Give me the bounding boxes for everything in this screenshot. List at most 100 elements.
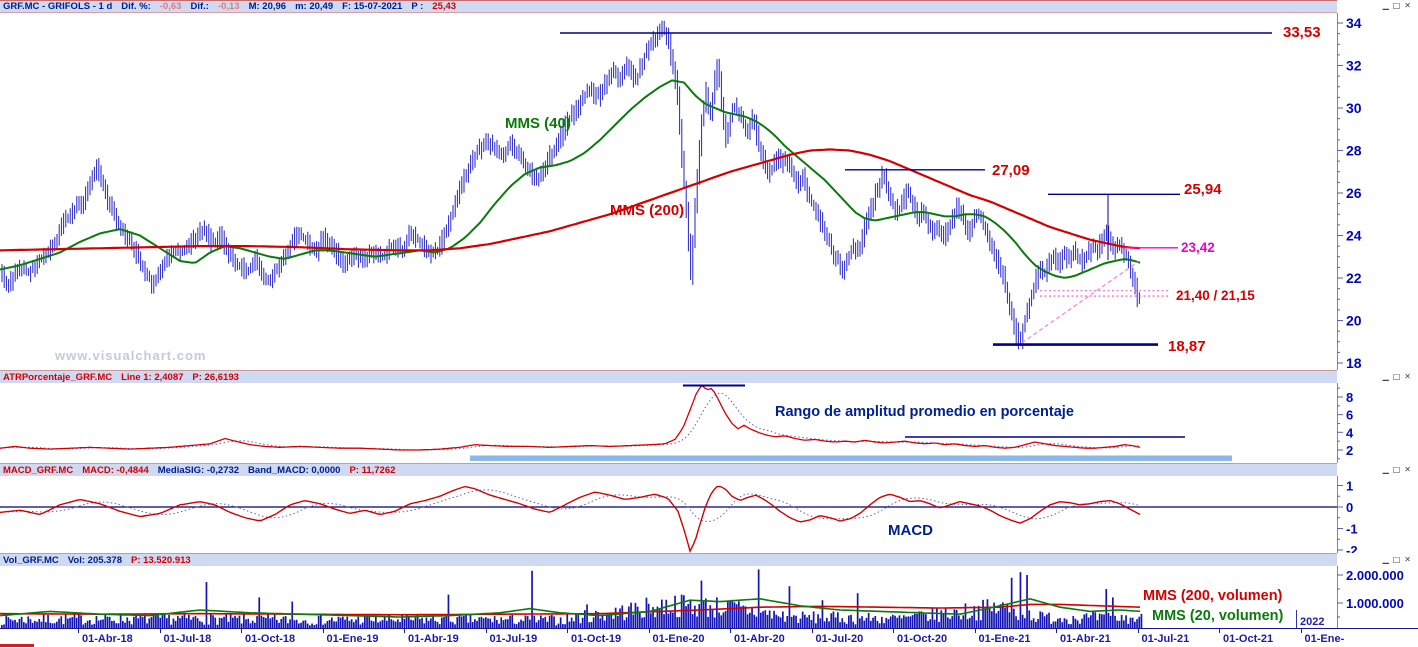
window-controls: ▁ □ ✕ [1383, 373, 1411, 381]
atr-annotation: Rango de amplitud promedio en porcentaje [775, 404, 1074, 420]
svg-text:32: 32 [1346, 58, 1362, 74]
date-tick [78, 629, 79, 633]
date-label: 01-Jul-19 [489, 633, 538, 645]
date-label: 01-Jul-21 [1141, 633, 1190, 645]
header-field: Vol: 205.378 [67, 554, 122, 566]
close-icon[interactable]: ✕ [1404, 555, 1411, 564]
date-label: 01-Oct-19 [571, 633, 622, 645]
svg-text:2: 2 [1346, 443, 1353, 458]
maximize-icon[interactable]: □ [1392, 465, 1401, 474]
date-tick [485, 629, 487, 633]
date-label: 01-Jul-18 [163, 633, 212, 645]
date-tick [1056, 629, 1057, 633]
window-controls: ▁ □ ✕ [1383, 556, 1411, 564]
window-controls: ▁ □ ✕ [1383, 2, 1411, 10]
svg-text:30: 30 [1346, 100, 1362, 116]
volume-chart[interactable]: 2.000.000 1.000.000 [0, 566, 1418, 628]
svg-text:4: 4 [1346, 425, 1354, 440]
maximize-icon[interactable]: □ [1392, 555, 1401, 564]
price-level-label-3353: 33,53 [1283, 24, 1321, 41]
macd-annotation: MACD [888, 522, 933, 539]
svg-text:24: 24 [1346, 228, 1362, 244]
date-tick [1137, 629, 1139, 633]
date-tick [159, 629, 161, 633]
main-price-chart[interactable]: 18 20 22 24 26 28 30 32 34 [0, 13, 1418, 370]
close-icon[interactable]: ✕ [1404, 465, 1411, 474]
date-tick [811, 629, 813, 633]
header-field: GRF.MC - GRIFOLS - 1 d [3, 1, 113, 12]
date-tick [404, 629, 405, 633]
header-field: F: 15-07-2021 [342, 1, 403, 12]
volume-mms20-label: MMS (20, volumen) [1152, 608, 1284, 624]
price-level-label-2342: 23,42 [1181, 240, 1215, 255]
date-tick [730, 629, 731, 633]
minimize-icon[interactable]: ▁ [1382, 465, 1389, 474]
date-label: 01-Abr-20 [734, 633, 785, 645]
svg-text:-1: -1 [1346, 522, 1358, 537]
header-field: P: 13.520.913 [131, 554, 191, 566]
date-label: 01-Oct-18 [245, 633, 296, 645]
mms40-label: MMS (40) [505, 115, 571, 132]
date-tick [974, 629, 976, 633]
svg-text:6: 6 [1346, 408, 1353, 423]
minimize-icon[interactable]: ▁ [1382, 555, 1389, 564]
macd-chart[interactable]: -2 -1 0 1 [0, 476, 1418, 553]
date-tick [1300, 629, 1302, 633]
maximize-icon[interactable]: □ [1392, 1, 1401, 10]
svg-text:1: 1 [1346, 479, 1353, 494]
svg-text:-2: -2 [1346, 543, 1358, 553]
date-label: 01-Abr-19 [408, 633, 459, 645]
date-label: 01-Ene-21 [978, 633, 1031, 645]
date-label: 01-Ene-19 [326, 633, 379, 645]
year-2022-label: 2022 [1300, 616, 1325, 628]
volume-panel-header: Vol_GRF.MC Vol: 205.378 P: 13.520.913 [0, 553, 1337, 566]
header-field: m: 20,49 [295, 1, 334, 12]
date-axis: 01-Abr-18 01-Jul-18 01-Oct-18 01-Ene-19 01-A… [0, 628, 1418, 647]
svg-text:8: 8 [1346, 390, 1353, 405]
minimize-icon[interactable]: ▁ [1382, 372, 1389, 381]
header-field: MediaSIG: -0,2732 [157, 464, 240, 476]
date-tick [322, 629, 324, 633]
header-field: M: 20,96 [248, 1, 287, 12]
svg-text:18: 18 [1346, 355, 1362, 370]
date-label: 01-Jul-20 [815, 633, 864, 645]
header-field: P: 11,7262 [349, 464, 396, 476]
bottom-left-marker [0, 644, 34, 647]
date-label: 01-Oct-21 [1223, 633, 1274, 645]
header-field: MACD_GRF.MC [3, 464, 74, 476]
header-field: Band_MACD: 0,0000 [248, 464, 341, 476]
volume-mms200-label: MMS (200, volumen) [1143, 588, 1283, 604]
close-icon[interactable]: ✕ [1404, 1, 1411, 10]
date-tick [1219, 629, 1220, 633]
header-field: Dif. %: [121, 1, 151, 12]
date-tick [893, 629, 894, 633]
svg-text:20: 20 [1346, 313, 1362, 329]
atr-panel-header: ATRPorcentaje_GRF.MC Line 1: 2,4087 P: 26,… [0, 370, 1337, 383]
atr-chart[interactable]: 2 4 6 8 [0, 383, 1418, 463]
date-label: 01-Abr-18 [82, 633, 133, 645]
price-level-label-2140-2115: 21,40 / 21,15 [1176, 288, 1255, 303]
date-label: 01-Oct-20 [897, 633, 948, 645]
header-field: P: 26,6193 [192, 371, 239, 383]
svg-text:2.000.000: 2.000.000 [1346, 568, 1404, 583]
maximize-icon[interactable]: □ [1392, 372, 1401, 381]
svg-text:0: 0 [1346, 500, 1353, 515]
price-level-label-2594: 25,94 [1184, 181, 1222, 198]
header-field: ATRPorcentaje_GRF.MC [3, 371, 113, 383]
header-field: MACD: -0,4844 [82, 464, 149, 476]
header-field: Dif.: [190, 1, 209, 12]
close-icon[interactable]: ✕ [1404, 372, 1411, 381]
date-label: 01-Ene- [1304, 633, 1345, 645]
watermark: www.visualchart.com [55, 348, 207, 363]
date-tick [648, 629, 650, 633]
macd-panel-header: MACD_GRF.MC MACD: -0,4844 MediaSIG: -0,273… [0, 463, 1337, 476]
minimize-icon[interactable]: ▁ [1382, 1, 1389, 10]
svg-text:22: 22 [1346, 270, 1362, 286]
header-field: -0,13 [217, 1, 240, 12]
window-controls: ▁ □ ✕ [1383, 466, 1411, 474]
svg-text:1.000.000: 1.000.000 [1346, 596, 1404, 611]
svg-text:34: 34 [1346, 15, 1362, 31]
header-field: Vol_GRF.MC [3, 554, 59, 566]
date-tick [567, 629, 568, 633]
header-field: P : [411, 1, 424, 12]
